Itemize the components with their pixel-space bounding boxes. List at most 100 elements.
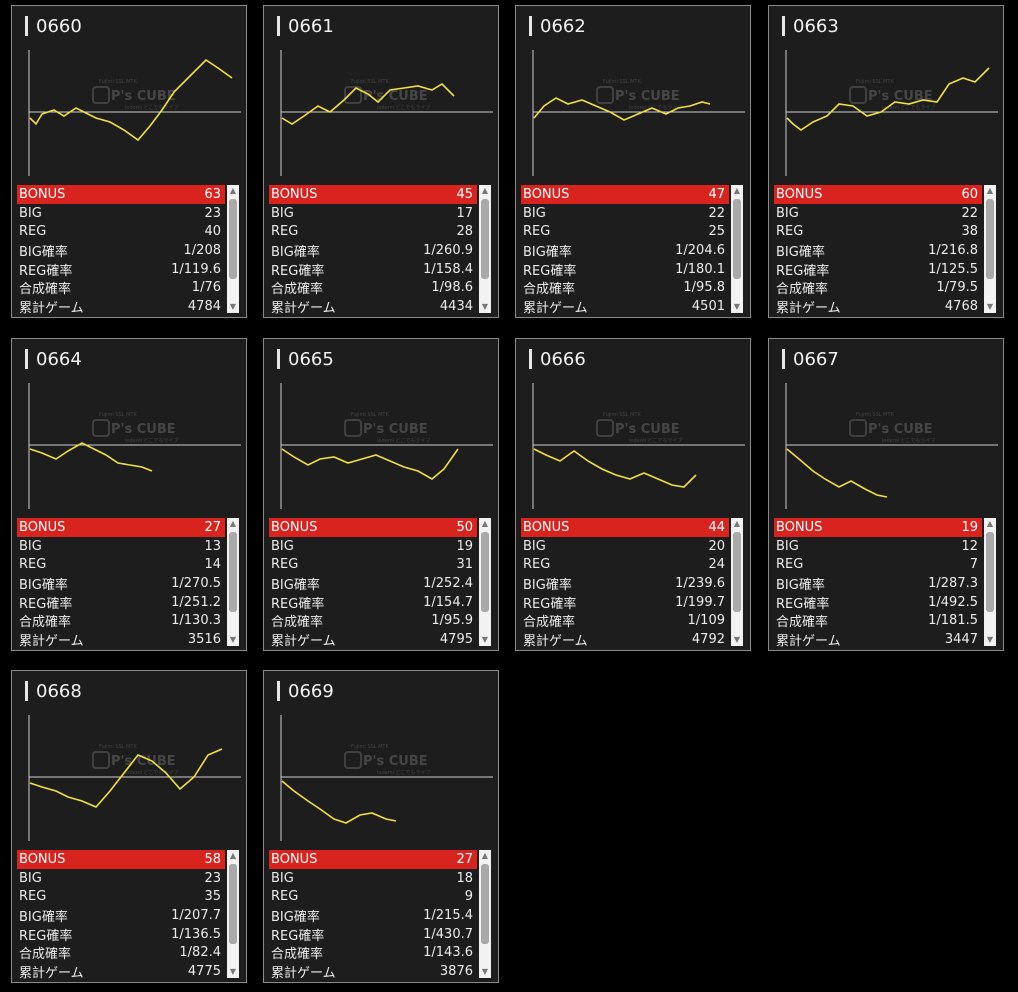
scroll-down-arrow-icon[interactable]: ▼: [986, 302, 994, 311]
payout-graph: Fujimi SSL MTK P's CUBE iodemi どこでもライブ: [785, 383, 998, 509]
stats-table: BONUS 27 BIG 13 REG 14 BIG確率 1/270.5 REG確率 1/…: [17, 518, 225, 649]
scroll-thumb[interactable]: [986, 199, 994, 279]
scroll-down-arrow-icon[interactable]: ▼: [481, 635, 489, 644]
games-value: 3876: [439, 963, 473, 979]
machine-card-0662[interactable]: 0662 Fujimi SSL MTK P's CUBE iodemi どこでも…: [515, 5, 751, 318]
scroll-thumb[interactable]: [481, 532, 489, 612]
big-rate-value: 1/239.6: [675, 575, 725, 591]
watermark-top-text: Fujimi SSL MTK: [351, 79, 389, 85]
title-accent: [782, 349, 785, 369]
stats-table: BONUS 47 BIG 22 REG 25 BIG確率 1/204.6 REG確率 1/…: [521, 185, 729, 316]
scroll-up-arrow-icon[interactable]: ▲: [229, 851, 237, 860]
scroll-thumb[interactable]: [481, 864, 489, 944]
big-rate-value: 1/216.8: [928, 242, 978, 258]
stats-table: BONUS 27 BIG 18 REG 9 BIG確率 1/215.4 REG確率 1/4…: [269, 850, 477, 981]
scroll-down-arrow-icon[interactable]: ▼: [733, 635, 741, 644]
games-value: 3516: [187, 631, 221, 647]
scroll-down-arrow-icon[interactable]: ▼: [229, 635, 237, 644]
big-row: BIG 12: [776, 538, 978, 554]
scroll-thumb[interactable]: [986, 532, 994, 612]
reg-value: 9: [464, 889, 473, 905]
reg-value: 7: [969, 557, 978, 573]
big-rate-row: BIG確率 1/207.7: [19, 907, 221, 925]
stats-scrollbar[interactable]: ▲ ▼: [479, 850, 491, 978]
stats-scrollbar[interactable]: ▲ ▼: [479, 518, 491, 646]
machine-card-0665[interactable]: 0665 Fujimi SSL MTK P's CUBE iodemi どこでも…: [263, 338, 499, 651]
stats-scrollbar[interactable]: ▲ ▼: [731, 185, 743, 313]
reg-rate-value: 1/251.2: [171, 594, 221, 610]
stats-table: BONUS 45 BIG 17 REG 28 BIG確率 1/260.9 REG確率 1/…: [269, 185, 477, 316]
machine-card-0667[interactable]: 0667 Fujimi SSL MTK P's CUBE iodemi どこでも…: [768, 338, 1004, 651]
reg-value: 28: [456, 224, 473, 240]
games-row: 累計ゲーム 4784: [19, 298, 221, 316]
scroll-thumb[interactable]: [229, 864, 237, 944]
scroll-down-arrow-icon[interactable]: ▼: [481, 302, 489, 311]
watermark: Fujimi SSL MTK P's CUBE iodemi どこでもライブ: [596, 79, 682, 111]
bonus-row: BONUS 58: [17, 850, 225, 869]
difference-line: [533, 97, 711, 121]
big-rate-value: 1/204.6: [675, 242, 725, 258]
stats-scrollbar[interactable]: ▲ ▼: [984, 185, 996, 313]
big-value: 23: [204, 870, 221, 886]
scroll-up-arrow-icon[interactable]: ▲: [733, 186, 741, 195]
bonus-value: 63: [204, 186, 221, 202]
stats-scrollbar[interactable]: ▲ ▼: [227, 518, 239, 646]
payout-graph: Fujimi SSL MTK P's CUBE iodemi どこでもライブ: [28, 383, 241, 509]
watermark-top-text: Fujimi SSL MTK: [856, 412, 894, 418]
reg-value: 25: [708, 224, 725, 240]
scroll-up-arrow-icon[interactable]: ▲: [481, 851, 489, 860]
big-row: BIG 22: [523, 205, 725, 221]
machine-card-0660[interactable]: 0660 Fujimi SSL MTK P's CUBE iodemi どこでも…: [11, 5, 247, 318]
reg-rate-value: 1/136.5: [171, 926, 221, 942]
reg-rate-value: 1/119.6: [171, 261, 221, 277]
stats-table: BONUS 44 BIG 20 REG 24 BIG確率 1/239.6 REG確率 1/…: [521, 518, 729, 649]
scroll-up-arrow-icon[interactable]: ▲: [481, 186, 489, 195]
scroll-up-arrow-icon[interactable]: ▲: [986, 519, 994, 528]
scroll-thumb[interactable]: [229, 199, 237, 279]
watermark-brand-text: P's CUBE: [868, 89, 933, 104]
scroll-up-arrow-icon[interactable]: ▲: [986, 186, 994, 195]
machine-card-0664[interactable]: 0664 Fujimi SSL MTK P's CUBE iodemi どこでも…: [11, 338, 247, 651]
machine-card-0666[interactable]: 0666 Fujimi SSL MTK P's CUBE iodemi どこでも…: [515, 338, 751, 651]
scroll-down-arrow-icon[interactable]: ▼: [986, 635, 994, 644]
bonus-row: BONUS 27: [269, 850, 477, 869]
total-rate-value: 1/130.3: [171, 613, 221, 629]
machine-card-0668[interactable]: 0668 Fujimi SSL MTK P's CUBE iodemi どこでも…: [11, 670, 247, 983]
stats-scrollbar[interactable]: ▲ ▼: [479, 185, 491, 313]
stats-scrollbar[interactable]: ▲ ▼: [731, 518, 743, 646]
scroll-thumb[interactable]: [733, 199, 741, 279]
scroll-thumb[interactable]: [733, 532, 741, 612]
games-value: 4795: [439, 631, 473, 647]
difference-line: [533, 448, 697, 488]
big-value: 20: [708, 538, 725, 554]
watermark-brand-text: P's CUBE: [111, 89, 176, 104]
stats-scrollbar[interactable]: ▲ ▼: [227, 185, 239, 313]
scroll-down-arrow-icon[interactable]: ▼: [481, 967, 489, 976]
machine-card-0661[interactable]: 0661 Fujimi SSL MTK P's CUBE iodemi どこでも…: [263, 5, 499, 318]
title-accent: [277, 681, 280, 701]
stats-scrollbar[interactable]: ▲ ▼: [227, 850, 239, 978]
watermark-brand-text: P's CUBE: [868, 422, 933, 437]
scroll-down-arrow-icon[interactable]: ▼: [229, 302, 237, 311]
stats-scrollbar[interactable]: ▲ ▼: [984, 518, 996, 646]
scroll-down-arrow-icon[interactable]: ▼: [229, 967, 237, 976]
watermark: Fujimi SSL MTK P's CUBE iodemi どこでもライブ: [344, 412, 430, 444]
scroll-up-arrow-icon[interactable]: ▲: [481, 519, 489, 528]
scroll-thumb[interactable]: [229, 532, 237, 612]
watermark-bottom-text: iodemi どこでもライブ: [629, 437, 682, 444]
scroll-down-arrow-icon[interactable]: ▼: [733, 302, 741, 311]
bonus-row: BONUS 27: [17, 518, 225, 537]
scroll-up-arrow-icon[interactable]: ▲: [229, 186, 237, 195]
machine-number: 0668: [36, 681, 82, 702]
machine-number: 0663: [793, 16, 839, 37]
machine-card-0669[interactable]: 0669 Fujimi SSL MTK P's CUBE iodemi どこでも…: [263, 670, 499, 983]
reg-rate-value: 1/430.7: [423, 926, 473, 942]
scroll-up-arrow-icon[interactable]: ▲: [229, 519, 237, 528]
watermark-brand-text: P's CUBE: [111, 422, 176, 437]
scroll-up-arrow-icon[interactable]: ▲: [733, 519, 741, 528]
scroll-thumb[interactable]: [481, 199, 489, 279]
payout-graph: Fujimi SSL MTK P's CUBE iodemi どこでもライブ: [280, 383, 493, 509]
big-rate-value: 1/270.5: [171, 575, 221, 591]
machine-card-0663[interactable]: 0663 Fujimi SSL MTK P's CUBE iodemi どこでも…: [768, 5, 1004, 318]
watermark-top-text: Fujimi SSL MTK: [351, 744, 389, 750]
